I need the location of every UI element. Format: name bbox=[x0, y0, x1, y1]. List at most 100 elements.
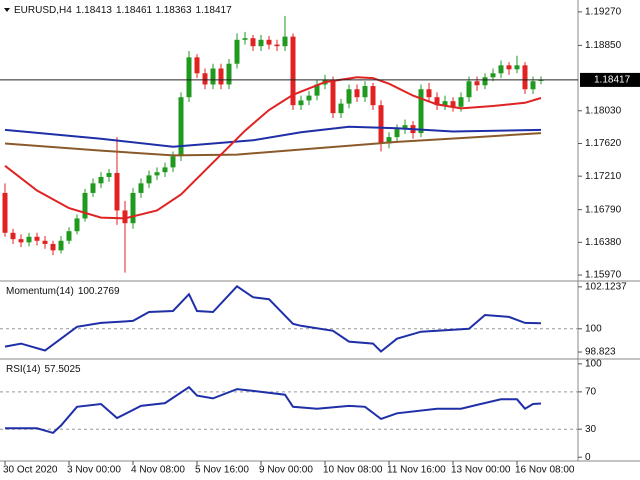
candle-body bbox=[474, 81, 480, 86]
candle-body bbox=[210, 68, 216, 85]
symbol: EURUSD,H4 bbox=[14, 5, 72, 16]
candle-body bbox=[274, 44, 280, 47]
moving-average bbox=[4, 125, 542, 148]
candle-body bbox=[34, 236, 40, 241]
candle-body bbox=[2, 192, 8, 233]
candle-body bbox=[394, 129, 400, 138]
candle-body bbox=[378, 105, 384, 144]
y-tick-label: 102.1237 bbox=[585, 282, 627, 293]
y-tick-label: 1.18030 bbox=[585, 105, 622, 116]
candle-body bbox=[58, 240, 64, 251]
candle-body bbox=[418, 89, 424, 134]
candle-body bbox=[298, 100, 304, 106]
indicator-value: 57.5025 bbox=[44, 364, 81, 375]
candle-body bbox=[490, 73, 496, 78]
ohlc-value: 1.18363 bbox=[155, 5, 192, 16]
candle-body bbox=[26, 236, 32, 243]
candle-body bbox=[402, 125, 408, 130]
candle-body bbox=[346, 89, 352, 104]
current-price-label: 1.18417 bbox=[594, 75, 631, 86]
candle-body bbox=[282, 36, 288, 47]
y-tick-label: 1.15970 bbox=[585, 270, 622, 281]
candle-body bbox=[42, 240, 48, 244]
ohlc-value: 1.18413 bbox=[76, 5, 113, 16]
indicator-value: 100.2769 bbox=[78, 286, 120, 297]
moving-average bbox=[4, 76, 542, 220]
candle-body bbox=[130, 192, 136, 224]
x-tick-label: 13 Nov 00:00 bbox=[451, 465, 511, 476]
candle-body bbox=[386, 137, 392, 144]
indicator-title: RSI(14) 57.5025 bbox=[6, 364, 81, 375]
candle-body bbox=[178, 97, 184, 157]
chart-title: EURUSD,H4 1.18413 1.18461 1.18363 1.18417 bbox=[14, 5, 232, 16]
y-tick-label: 100 bbox=[585, 359, 602, 370]
candle-body bbox=[218, 68, 224, 85]
candle-body bbox=[114, 172, 120, 211]
candle-body bbox=[258, 39, 264, 47]
candle-body bbox=[186, 57, 192, 98]
ohlc-value: 1.18461 bbox=[116, 5, 153, 16]
candle-body bbox=[10, 232, 16, 240]
candle-body bbox=[82, 192, 88, 219]
candle-body bbox=[362, 86, 368, 98]
candle-body bbox=[74, 218, 80, 232]
candle-body bbox=[226, 63, 232, 85]
y-tick-label: 98.823 bbox=[585, 347, 616, 358]
candle-body bbox=[266, 39, 272, 45]
candle-body bbox=[162, 167, 168, 173]
candle-body bbox=[170, 156, 176, 168]
candle-body bbox=[338, 103, 344, 114]
candle-body bbox=[498, 65, 504, 74]
candle-body bbox=[122, 210, 128, 224]
collapse-icon bbox=[4, 8, 10, 12]
x-tick-label: 9 Nov 00:00 bbox=[259, 465, 313, 476]
y-tick-label: 1.17210 bbox=[585, 171, 622, 182]
candle-body bbox=[194, 57, 200, 74]
candle-body bbox=[202, 73, 208, 85]
y-tick-label: 1.19270 bbox=[585, 7, 622, 18]
candle-body bbox=[154, 172, 160, 176]
y-tick-label: 100 bbox=[585, 323, 602, 334]
y-tick-label: 70 bbox=[585, 387, 597, 398]
y-tick-label: 0 bbox=[585, 452, 591, 463]
y-tick-label: 1.17620 bbox=[585, 138, 622, 149]
indicator-line bbox=[4, 284, 542, 353]
candle-body bbox=[314, 84, 320, 96]
x-tick-label: 11 Nov 16:00 bbox=[387, 465, 446, 476]
candle-body bbox=[354, 89, 360, 98]
candle-body bbox=[306, 95, 312, 101]
candle-body bbox=[18, 239, 24, 243]
x-tick-label: 30 Oct 2020 bbox=[3, 465, 58, 476]
candle-body bbox=[370, 86, 376, 106]
candle-body bbox=[250, 38, 256, 47]
x-tick-label: 16 Nov 08:00 bbox=[515, 465, 575, 476]
candle-body bbox=[98, 176, 104, 184]
y-tick-label: 1.18850 bbox=[585, 40, 622, 51]
y-tick-label: 1.16380 bbox=[585, 237, 622, 248]
candle-body bbox=[530, 81, 536, 90]
x-tick-label: 3 Nov 00:00 bbox=[67, 465, 121, 476]
x-tick-label: 4 Nov 08:00 bbox=[131, 465, 185, 476]
candle-body bbox=[330, 79, 336, 114]
candle-body bbox=[514, 65, 520, 70]
candle-body bbox=[66, 231, 72, 241]
indicator-title: Momentum(14) 100.2769 bbox=[6, 286, 120, 297]
x-tick-label: 5 Nov 16:00 bbox=[195, 465, 249, 476]
current-price-box bbox=[580, 72, 640, 87]
candle-body bbox=[90, 183, 96, 193]
moving-average bbox=[4, 132, 542, 157]
candle-body bbox=[450, 101, 456, 107]
candle-body bbox=[426, 89, 432, 98]
candle-body bbox=[290, 36, 296, 106]
ohlc-value: 1.18417 bbox=[196, 5, 233, 16]
candle-body bbox=[234, 39, 240, 64]
candle-body bbox=[434, 97, 440, 106]
candle-body bbox=[242, 38, 248, 40]
candle-body bbox=[50, 243, 56, 251]
y-tick-label: 1.16790 bbox=[585, 204, 622, 215]
candle-body bbox=[442, 101, 448, 106]
candle-body bbox=[466, 81, 472, 98]
candle-body bbox=[146, 175, 152, 184]
candle-body bbox=[506, 65, 512, 70]
